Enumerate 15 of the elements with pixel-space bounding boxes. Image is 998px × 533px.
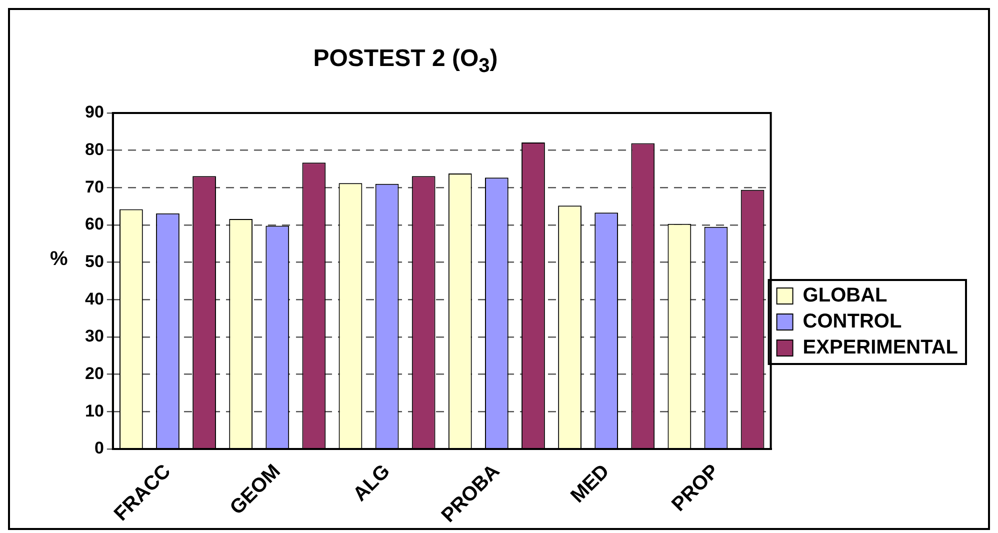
y-tick-label: 50 [84,252,104,271]
y-tick-label: 90 [84,102,104,122]
y-tick-label: 70 [84,177,104,196]
y-tick-label: 20 [84,364,104,383]
y-tick-label: 80 [84,140,104,160]
y-tick-label: 60 [84,214,104,234]
legend-label: GLOBAL [802,284,888,307]
legend-label: EXPERIMENTAL [802,336,958,359]
y-tick-label: 40 [84,289,104,308]
legend-label: CONTROL [802,310,902,333]
y-axis-title: % [50,248,68,271]
chart-title: POSTEST 2 (O$_{3}$) [312,45,499,78]
y-tick-label: 30 [84,326,104,346]
y-tick-label: 10 [84,401,104,420]
y-tick-label: 0 [94,438,104,458]
